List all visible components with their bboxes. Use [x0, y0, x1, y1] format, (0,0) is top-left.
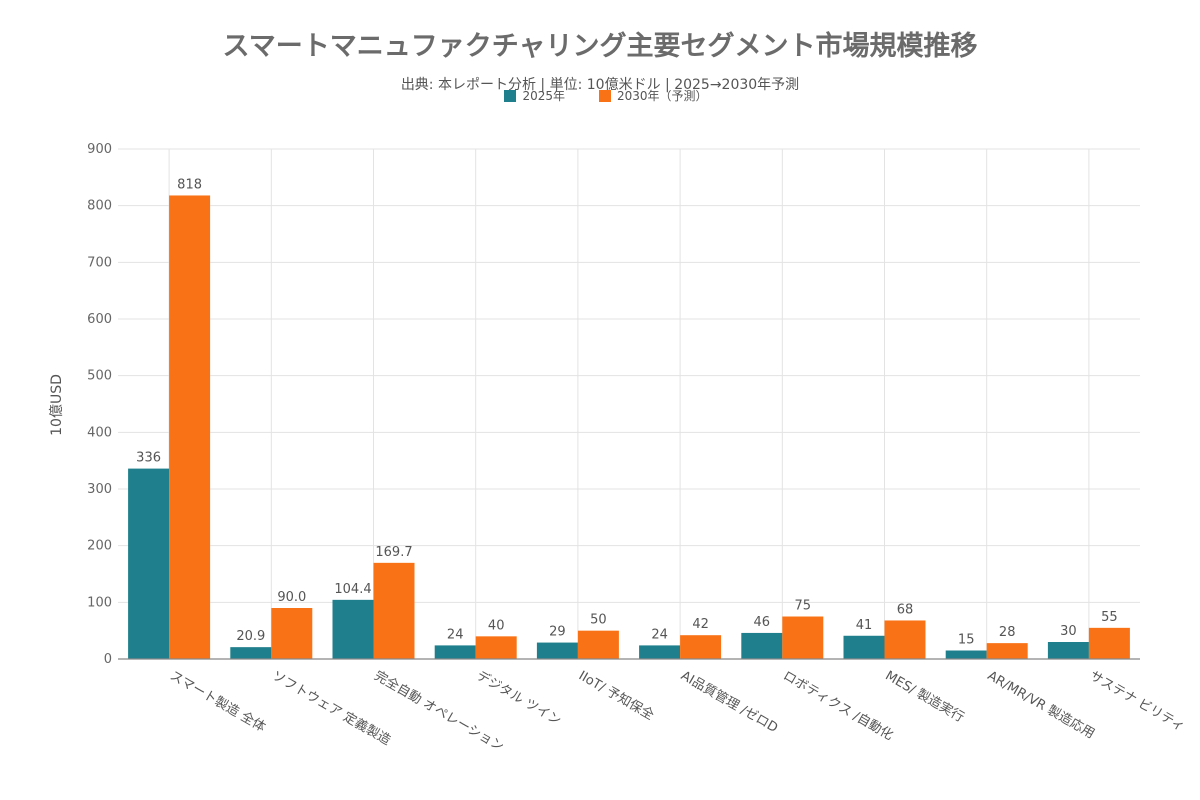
x-tick-label-6: ロボティクス /自動化 [780, 668, 895, 743]
y-axis-label: 10億USD [49, 374, 65, 436]
legend: 2025年 2030年（予測） [0, 87, 1200, 104]
bars [128, 195, 1130, 659]
x-tick-label-5: AI品質管理 /ゼロD [678, 668, 780, 736]
data-label-2030-0: 818 [177, 177, 202, 192]
bar-2030-0 [169, 195, 211, 659]
data-label-2025-8: 15 [958, 633, 975, 648]
bar-2025-4 [536, 642, 578, 659]
legend-swatch-2030 [599, 89, 611, 102]
data-label-2030-1: 90.0 [277, 590, 306, 605]
legend-label-2030: 2030年（予測） [617, 89, 708, 103]
x-tick-label-0: スマート製造 全体 [167, 668, 268, 736]
legend-label-2025: 2025年 [522, 89, 565, 103]
x-tick-label-8: AR/MR/VR 製造応用 [985, 668, 1097, 741]
y-tick-600: 600 [87, 312, 112, 327]
y-tick-900: 900 [87, 142, 112, 157]
data-label-2025-9: 30 [1060, 624, 1077, 639]
data-label-2030-6: 75 [795, 599, 812, 614]
chart-subtitle: 出典: 本レポート分析 | 単位: 10億米ドル | 2025→2030年予測 [400, 77, 800, 93]
bar-2030-5 [680, 635, 722, 659]
y-tick-100: 100 [87, 595, 112, 610]
bar-2030-9 [1088, 627, 1130, 659]
bar-2030-2 [373, 562, 415, 659]
bar-2025-0 [128, 468, 170, 659]
data-label-2025-0: 336 [136, 451, 161, 466]
data-label-2030-5: 42 [692, 617, 709, 632]
bar-2025-5 [639, 645, 681, 659]
bar-2030-7 [884, 620, 926, 659]
bar-2025-2 [332, 599, 374, 659]
y-tick-400: 400 [87, 425, 112, 440]
legend-item-2025[interactable]: 2025年 [492, 87, 565, 104]
bar-2025-8 [945, 650, 987, 659]
chart-title: スマートマニュファクチャリング主要セグメント市場規模推移 [222, 31, 978, 62]
gridlines [118, 148, 1140, 660]
data-label-2030-4: 50 [590, 613, 607, 628]
x-tick-label-7: MES/ 製造実行 [883, 668, 967, 726]
bar-2025-6 [741, 632, 783, 659]
data-label-2025-3: 24 [447, 627, 464, 642]
legend-swatch-2025 [504, 89, 517, 102]
data-label-2030-9: 55 [1101, 610, 1118, 625]
y-tick-800: 800 [87, 199, 112, 214]
bar-2030-4 [577, 630, 619, 659]
x-tick-label-3: デジタル ツイン [474, 668, 564, 729]
bar-2030-3 [475, 636, 517, 659]
data-label-2025-1: 20.9 [236, 629, 265, 644]
data-label-2030-7: 68 [897, 602, 914, 617]
data-label-2030-2: 169.7 [375, 545, 412, 560]
data-label-2030-8: 28 [999, 625, 1016, 640]
data-label-2025-6: 46 [754, 615, 771, 630]
bar-2030-6 [782, 616, 824, 659]
bar-2025-3 [434, 645, 476, 659]
y-tick-300: 300 [87, 482, 112, 497]
data-labels: 336 20.9 104.4 24 29 24 46 41 15 30 818 90.0 169.7 40… [136, 177, 1117, 647]
legend-item-2030[interactable]: 2030年（予測） [587, 87, 708, 104]
data-label-2025-5: 24 [651, 627, 668, 642]
y-tick-500: 500 [87, 369, 112, 384]
bar-2025-9 [1047, 642, 1089, 659]
bar-2030-1 [271, 608, 313, 659]
data-label-2025-4: 29 [549, 625, 566, 640]
bar-2030-8 [986, 643, 1028, 659]
data-label-2030-3: 40 [488, 618, 505, 633]
bar-2025-7 [843, 635, 885, 659]
data-label-2025-2: 104.4 [334, 582, 371, 597]
x-tick-label-4: IIoT/ 予知保全 [576, 668, 657, 724]
data-label-2025-7: 41 [856, 618, 873, 633]
x-tick-label-9: サステナ ビリティ [1087, 668, 1187, 735]
bar-2025-1 [230, 647, 272, 659]
y-tick-0: 0 [104, 652, 112, 667]
y-tick-200: 200 [87, 539, 112, 554]
y-tick-700: 700 [87, 255, 112, 270]
y-axis-ticks: 0 100 200 300 400 500 600 700 800 900 [87, 142, 112, 667]
